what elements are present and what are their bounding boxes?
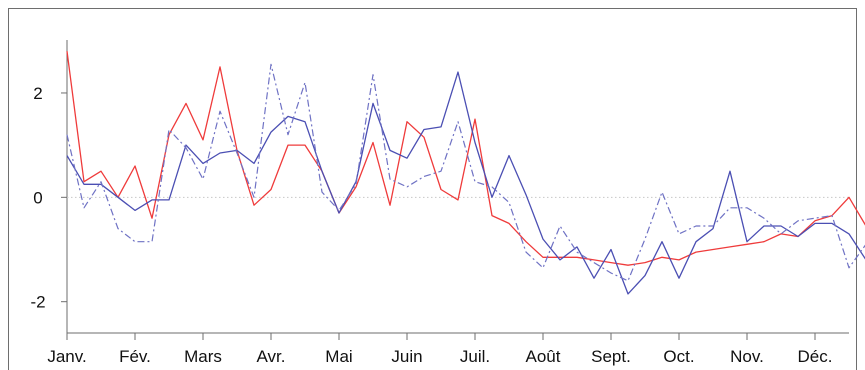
y-tick-label: 0 [33,188,42,207]
axis-layer [61,40,849,340]
chart-frame [8,8,857,370]
x-tick-label: Fév. [119,347,151,366]
y-tick-label: -2 [30,293,45,312]
series-line-blue-dashed [66,63,865,282]
x-tick-label: Mai [325,347,352,366]
x-tick-label: Avr. [257,347,286,366]
x-tick-label: Sept. [591,347,631,366]
series-line-red-solid [66,51,865,266]
x-tick-label: Déc. [798,347,833,366]
x-tick-label: Mars [184,347,222,366]
x-tick-label: Août [526,347,561,366]
x-tick-label: Oct. [663,347,694,366]
x-tick-label: Juil. [460,347,490,366]
x-tick-label: Juin [391,347,422,366]
x-tick-label: Nov. [730,347,764,366]
x-tick-label: Janv. [47,347,86,366]
series-layer [66,51,865,295]
label-layer: 2 0 -2 Janv. Fév. Mars Avr. Mai Juin Juil. Août Sep… [30,84,832,366]
y-tick-label: 2 [33,84,42,103]
series-line-blue-solid [66,71,865,295]
